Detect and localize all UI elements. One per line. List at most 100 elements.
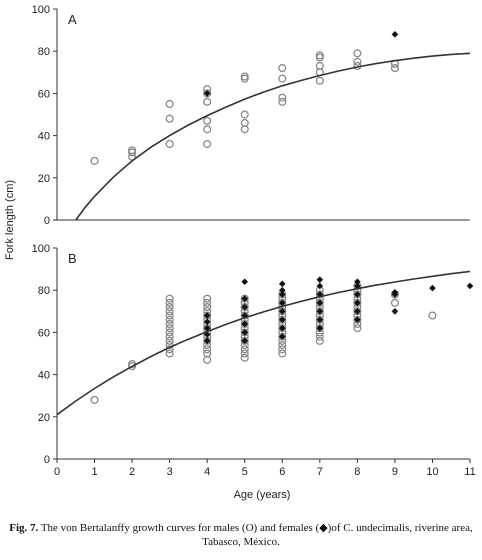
- male-data-point: [240, 328, 249, 337]
- female-data-point: [354, 316, 361, 324]
- male-data-point: [203, 116, 212, 125]
- male-data-point: [203, 139, 212, 149]
- female-data-point: [241, 278, 249, 286]
- male-data-point: [165, 307, 174, 316]
- male-data-point: [203, 349, 212, 358]
- panel-label: B: [68, 251, 77, 266]
- male-data-point: [165, 114, 174, 123]
- male-data-point: [315, 61, 324, 71]
- female-data-point: [241, 303, 249, 311]
- male-data-point: [315, 307, 324, 316]
- x-tick-label: 10: [426, 466, 438, 478]
- male-data-point: [240, 303, 249, 312]
- female-data-point: [278, 324, 286, 332]
- male-data-point: [278, 97, 287, 106]
- male-data-point: [165, 328, 174, 337]
- female-data-point: [316, 316, 324, 324]
- x-tick-label: 8: [354, 466, 360, 478]
- male-data-point: [90, 156, 99, 165]
- female-data-point: [278, 280, 286, 288]
- male-data-point: [128, 146, 137, 155]
- x-tick-label: 0: [54, 466, 60, 478]
- x-tick-label: 5: [242, 466, 248, 478]
- female-data-point: [278, 291, 286, 298]
- male-data-point: [165, 319, 174, 329]
- x-tick-label: 3: [167, 466, 173, 478]
- male-data-point: [165, 332, 174, 341]
- male-data-point: [278, 341, 287, 350]
- male-data-point: [240, 349, 249, 358]
- male-data-point: [278, 315, 287, 324]
- x-tick-label: 7: [317, 466, 323, 478]
- x-tick-label: 11: [464, 466, 475, 478]
- male-data-point: [240, 319, 249, 329]
- x-axis-title: Age (years): [234, 489, 291, 501]
- male-data-point: [165, 303, 174, 312]
- female-data-point: [278, 308, 286, 315]
- male-data-point: [278, 345, 287, 354]
- y-tick-label: 40: [38, 370, 50, 382]
- male-data-point: [203, 294, 212, 303]
- male-data-point: [278, 74, 287, 83]
- male-data-point: [278, 324, 287, 333]
- male-data-point: [353, 324, 362, 333]
- female-data-point: [466, 282, 474, 290]
- male-data-point: [315, 76, 324, 85]
- y-tick-label: 20: [38, 412, 50, 424]
- female-data-point: [316, 276, 324, 283]
- male-data-point: [165, 315, 174, 324]
- female-data-point: [354, 278, 361, 286]
- male-data-point: [203, 303, 212, 312]
- male-data-point: [315, 51, 324, 60]
- male-data-point: [240, 311, 249, 320]
- male-data-point: [353, 315, 362, 324]
- figure-caption: Fig. 7. The von Bertalanffy growth curve…: [6, 521, 476, 549]
- female-data-point: [354, 308, 361, 315]
- female-data-point: [354, 291, 361, 298]
- caption-figure-number: Fig. 7.: [9, 522, 39, 534]
- female-data-point: [278, 299, 286, 307]
- growth-curve-line: [75, 52, 471, 221]
- y-tick-label: 40: [38, 131, 50, 143]
- female-data-point: [203, 324, 211, 332]
- male-data-point: [428, 311, 437, 320]
- female-data-point: [241, 312, 249, 319]
- y-tick-label: 60: [38, 88, 50, 100]
- x-tick-label: 6: [279, 466, 285, 478]
- male-data-point: [165, 324, 174, 333]
- female-data-point: [316, 282, 324, 290]
- female-data-point: [391, 31, 399, 38]
- y-tick-label: 60: [38, 327, 50, 339]
- female-data-point: [278, 333, 286, 340]
- male-data-point: [165, 298, 174, 307]
- female-data-point: [316, 291, 324, 298]
- y-axis-title: Fork length (cm): [4, 180, 16, 260]
- x-tick-label: 1: [91, 466, 97, 478]
- female-data-point: [354, 299, 361, 307]
- female-data-point: [241, 320, 249, 328]
- male-data-point: [165, 294, 174, 303]
- male-data-point: [353, 49, 362, 58]
- male-data-point: [278, 307, 287, 316]
- male-data-point: [165, 99, 174, 108]
- male-data-point: [353, 307, 362, 316]
- male-data-point: [278, 332, 287, 341]
- male-data-point: [390, 64, 399, 73]
- male-data-point: [240, 72, 249, 81]
- male-data-point: [278, 64, 287, 73]
- y-tick-label: 80: [38, 285, 50, 297]
- male-data-point: [240, 345, 249, 354]
- panel-label: A: [68, 12, 77, 27]
- male-data-point: [203, 89, 212, 98]
- male-data-point: [203, 298, 212, 307]
- growth-curve-figure: 0 20 40 60 80 100 A 0 20 40 60 80 100 0 1 2 3 4 5 6 7 8 9 10 11…: [4, 4, 476, 501]
- male-data-point: [240, 110, 249, 119]
- female-data-point: [316, 324, 324, 332]
- male-data-point: [315, 298, 324, 307]
- male-data-point: [315, 324, 324, 333]
- male-data-point: [90, 395, 99, 404]
- female-data-point: [391, 308, 399, 315]
- male-data-point: [315, 315, 324, 324]
- female-data-point: [241, 329, 249, 336]
- male-data-point: [203, 125, 212, 134]
